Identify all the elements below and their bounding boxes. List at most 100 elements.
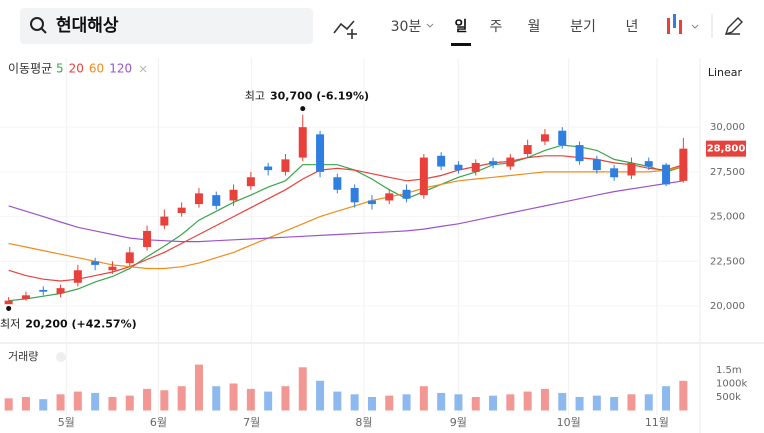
chart: 5월 6월 7월 8월 9월 10월 11월 20,000 22,500 25,000 27,500…: [0, 58, 764, 433]
candle-body: [592, 159, 601, 171]
interval-tab[interactable]: 월: [528, 19, 541, 35]
volume-bar: [298, 367, 307, 411]
volume-bar: [592, 395, 601, 411]
candle-body: [454, 164, 463, 171]
candle-body: [194, 193, 203, 205]
candle-body: [125, 252, 134, 264]
interval-tab[interactable]: 분기: [570, 19, 596, 35]
y-tick-label: 20,000: [710, 301, 745, 312]
annotation-value: 30,700 (-6.19%): [270, 90, 369, 103]
candle-body: [644, 161, 653, 167]
volume-bar: [610, 396, 619, 411]
extreme-marker: [300, 106, 306, 112]
y-tick-label: 30,000: [710, 122, 745, 133]
ma-legend: 5: [56, 62, 64, 76]
annotation-label: 최저: [0, 317, 20, 330]
interval-tab[interactable]: 30분: [391, 19, 422, 35]
scale-label: Linear: [708, 66, 743, 79]
close-icon[interactable]: [139, 65, 147, 73]
volume-bar: [56, 394, 65, 411]
volume-title: 거래량: [8, 350, 38, 363]
candle-body: [385, 193, 394, 201]
ma-legend: 20: [69, 62, 84, 76]
dropdown-icon: [426, 23, 434, 28]
volume-bar: [471, 396, 480, 411]
volume-bar: [212, 386, 221, 411]
candle-body: [471, 162, 480, 172]
volume-bar: [454, 394, 463, 411]
volume-bar: [21, 396, 30, 411]
candle-icon: [673, 14, 676, 28]
search-icon-handle: [40, 27, 47, 34]
extreme-marker: [6, 305, 12, 311]
last-price-label: 28,800: [707, 144, 746, 155]
candle-body: [91, 261, 100, 265]
volume-bar: [246, 388, 255, 411]
volume-bar: [4, 398, 13, 411]
draw-icon[interactable]: [724, 17, 743, 36]
candle-body: [39, 289, 48, 292]
volume-bar: [177, 386, 186, 411]
candle-body: [298, 127, 307, 158]
volume-bar: [73, 391, 82, 411]
candle-body: [56, 288, 65, 294]
volume-bar: [419, 386, 428, 411]
candle-body: [679, 148, 688, 181]
volume-bar: [108, 396, 117, 411]
volume-bar: [367, 396, 376, 411]
search-icon: [30, 17, 44, 31]
candle-body: [506, 157, 515, 167]
volume-bar: [644, 394, 653, 411]
candle-body: [281, 159, 290, 172]
candle-body: [212, 195, 221, 206]
volume-tick-label: 1.5m: [716, 365, 742, 376]
volume-tick-label: 1000k: [716, 378, 747, 389]
active-tab-underline: [451, 43, 471, 46]
volume-bar: [316, 380, 325, 411]
candle-body: [402, 189, 411, 199]
search-text[interactable]: 현대해상: [56, 16, 119, 36]
volume-bar: [264, 391, 273, 411]
volume-bar: [679, 380, 688, 411]
moving-average: [8, 144, 684, 302]
chart-type-icon[interactable]: [333, 20, 355, 34]
volume-bar: [523, 391, 532, 411]
candle-body: [264, 166, 273, 171]
moving-average: [8, 165, 684, 270]
candle-icon[interactable]: [667, 18, 670, 34]
volume-bar: [350, 394, 359, 411]
interval-tab[interactable]: 일: [455, 19, 468, 35]
volume-bar: [39, 399, 48, 411]
annotation-label: 최고: [245, 90, 265, 103]
candle-body: [4, 300, 13, 305]
volume-bar: [385, 395, 394, 411]
volume-bar: [91, 392, 100, 411]
y-tick-label: 25,000: [710, 212, 745, 223]
volume-bar: [575, 396, 584, 411]
candle-body: [229, 189, 238, 201]
candle-body: [662, 164, 671, 185]
volume-bar: [402, 394, 411, 411]
volume-bar: [506, 394, 515, 411]
volume-tick-label: 500k: [716, 392, 741, 403]
volume-bar: [333, 391, 342, 411]
y-tick-label: 22,500: [710, 256, 745, 267]
candle-body: [489, 161, 498, 165]
volume-bar: [229, 383, 238, 411]
x-tick-label: 9월: [450, 416, 467, 429]
x-tick-label: 6월: [150, 416, 167, 429]
moving-average: [8, 155, 684, 282]
volume-bar: [662, 386, 671, 411]
interval-tab[interactable]: 주: [490, 19, 503, 35]
candle-body: [437, 155, 446, 167]
x-tick-label: 8월: [355, 416, 372, 429]
candle-icon: [679, 20, 682, 34]
candle-body: [419, 157, 428, 196]
search-box[interactable]: [20, 8, 313, 44]
volume-bar: [540, 388, 549, 411]
interval-tab[interactable]: 년: [626, 19, 639, 35]
candle-body: [367, 200, 376, 205]
volume-close-icon[interactable]: [56, 352, 66, 362]
